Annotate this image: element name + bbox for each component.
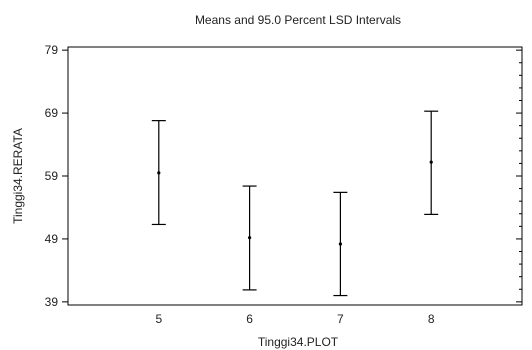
interval-6 [242,185,257,291]
x-axis: 5 6 7 8 [155,312,434,326]
y-tick-label: 69 [45,106,59,120]
y-tick-label: 59 [45,169,59,183]
y-tick-label: 49 [45,232,59,246]
x-tick-label: 8 [428,312,435,326]
mean-point [157,171,161,175]
mean-point [429,160,433,164]
interval-8 [424,110,439,215]
mean-point [338,242,342,246]
x-axis-label: Tinggi34.PLOT [258,335,339,349]
y-tick-label: 79 [45,43,59,57]
interval-5 [151,120,166,226]
x-tick-label: 5 [155,312,162,326]
y-axis-label: Tinggi34.RERATA [11,128,25,224]
chart-title: Means and 95.0 Percent LSD Intervals [195,13,401,27]
mean-point [248,236,252,240]
y-axis: 39 49 59 69 79 [45,43,522,309]
x-tick-label: 7 [337,312,344,326]
x-tick-label: 6 [246,312,253,326]
y-tick-label: 39 [45,295,59,309]
plot-frame [67,46,523,306]
interval-7 [333,191,348,297]
interval-series [151,110,439,297]
